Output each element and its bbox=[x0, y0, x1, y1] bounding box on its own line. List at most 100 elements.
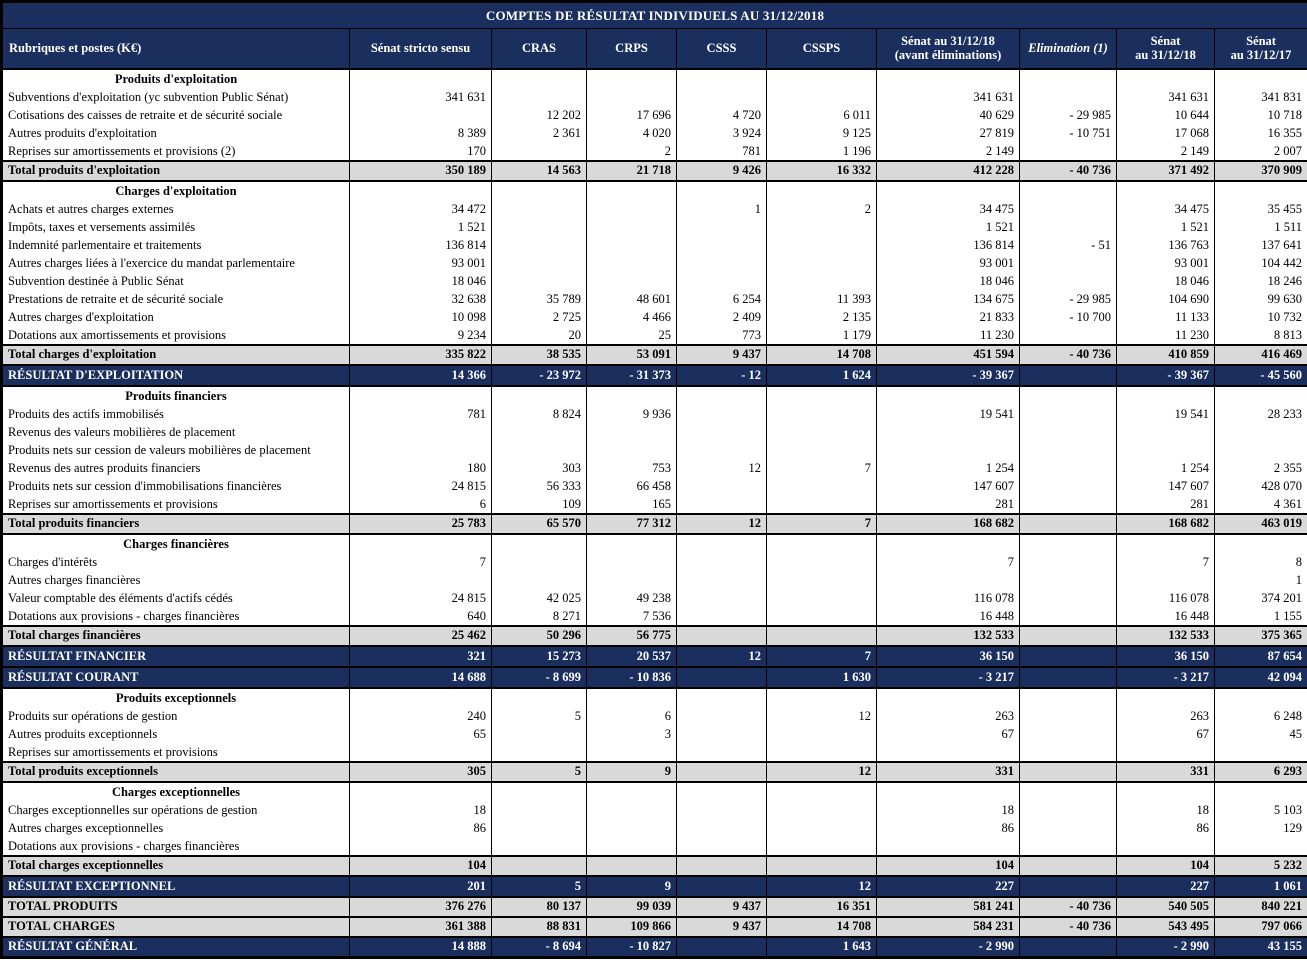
value-cell: 67 bbox=[876, 725, 1020, 744]
value-cell bbox=[586, 68, 677, 89]
value-cell bbox=[349, 106, 492, 125]
section-row: Charges financières bbox=[1, 533, 1307, 554]
value-cell bbox=[676, 819, 767, 838]
value-cell bbox=[766, 607, 877, 626]
row-label: Charges d'exploitation bbox=[1, 180, 350, 201]
value-cell bbox=[1019, 935, 1117, 959]
value-cell bbox=[766, 725, 877, 744]
value-cell: - 10 827 bbox=[586, 935, 677, 959]
value-cell: 137 641 bbox=[1213, 236, 1307, 255]
value-cell bbox=[1019, 760, 1117, 783]
value-cell: 1 061 bbox=[1213, 874, 1307, 898]
value-cell bbox=[491, 819, 587, 838]
value-cell bbox=[766, 236, 877, 255]
row-label: Reprises sur amortissements et provision… bbox=[1, 743, 350, 762]
value-cell bbox=[491, 68, 587, 89]
value-cell bbox=[1019, 68, 1117, 89]
value-cell: 7 bbox=[766, 644, 877, 668]
value-cell: 2 bbox=[586, 142, 677, 161]
value-cell: 9 bbox=[586, 760, 677, 783]
value-cell bbox=[1019, 512, 1117, 535]
value-cell: 416 469 bbox=[1213, 343, 1307, 366]
value-cell bbox=[876, 571, 1020, 590]
value-cell: 412 228 bbox=[876, 159, 1020, 182]
value-cell: 8 271 bbox=[491, 607, 587, 626]
value-cell: 2 361 bbox=[491, 124, 587, 143]
detail-row: Impôts, taxes et versements assimilés 1 5… bbox=[1, 218, 1307, 237]
col-header-label: CRPS bbox=[615, 41, 648, 56]
value-cell bbox=[349, 180, 492, 201]
value-cell bbox=[586, 236, 677, 255]
value-cell: 11 133 bbox=[1116, 308, 1215, 327]
row-label: Autres charges d'exploitation bbox=[1, 308, 350, 327]
value-cell bbox=[491, 687, 587, 708]
value-cell bbox=[1019, 142, 1117, 161]
value-cell: 16 355 bbox=[1213, 124, 1307, 143]
value-cell: 428 070 bbox=[1213, 477, 1307, 496]
value-cell: 18 bbox=[349, 801, 492, 820]
detail-row: Achats et autres charges externes 34 472 1… bbox=[1, 200, 1307, 219]
col-header-label-line2: au 31/12/18 bbox=[1135, 48, 1196, 63]
value-cell bbox=[676, 218, 767, 237]
value-cell: 25 462 bbox=[349, 624, 492, 647]
value-cell: 93 001 bbox=[1116, 254, 1215, 273]
value-cell: 132 533 bbox=[876, 624, 1020, 647]
value-cell: 10 098 bbox=[349, 308, 492, 327]
value-cell bbox=[1019, 644, 1117, 668]
value-cell bbox=[491, 218, 587, 237]
value-cell bbox=[1019, 218, 1117, 237]
value-cell bbox=[586, 781, 677, 802]
value-cell: 28 233 bbox=[1213, 405, 1307, 424]
value-cell: 5 bbox=[491, 874, 587, 898]
value-cell bbox=[586, 180, 677, 201]
value-cell: 2 135 bbox=[766, 308, 877, 327]
value-cell: 11 393 bbox=[766, 290, 877, 309]
value-cell: 6 bbox=[349, 495, 492, 514]
section-row: Charges exceptionnelles bbox=[1, 781, 1307, 802]
value-cell bbox=[349, 441, 492, 460]
value-cell: 374 201 bbox=[1213, 589, 1307, 608]
value-cell bbox=[349, 571, 492, 590]
value-cell: 7 536 bbox=[586, 607, 677, 626]
value-cell: 4 020 bbox=[586, 124, 677, 143]
result-row: RÉSULTAT GÉNÉRAL 14 888- 8 694- 10 827 1 6… bbox=[1, 935, 1307, 959]
value-cell: 109 866 bbox=[586, 915, 677, 938]
col-header-label: Sénat au 31/12/18 bbox=[901, 33, 995, 48]
detail-row: Autres charges liées à l'exercice du man… bbox=[1, 254, 1307, 273]
value-cell bbox=[586, 88, 677, 107]
value-cell: 773 bbox=[676, 326, 767, 345]
row-label: Prestations de retraite et de sécurité s… bbox=[1, 290, 350, 309]
col-header-senat-31-12-18: Sénat au 31/12/18 bbox=[1116, 28, 1215, 70]
value-cell bbox=[491, 553, 587, 572]
row-label: Charges d'intérêts bbox=[1, 553, 350, 572]
value-cell bbox=[676, 553, 767, 572]
value-cell bbox=[491, 854, 587, 877]
value-cell: - 29 985 bbox=[1019, 290, 1117, 309]
value-cell: 104 bbox=[1116, 854, 1215, 877]
value-cell bbox=[676, 254, 767, 273]
value-cell: 1 630 bbox=[766, 665, 877, 689]
value-cell: 451 594 bbox=[876, 343, 1020, 366]
value-cell: 104 bbox=[349, 854, 492, 877]
value-cell: 34 472 bbox=[349, 200, 492, 219]
row-label: Autres charges exceptionnelles bbox=[1, 819, 350, 838]
value-cell bbox=[1019, 854, 1117, 877]
value-cell: 36 150 bbox=[1116, 644, 1215, 668]
value-cell: 20 537 bbox=[586, 644, 677, 668]
value-cell: 80 137 bbox=[491, 895, 587, 918]
value-cell bbox=[1019, 607, 1117, 626]
value-cell: 21 833 bbox=[876, 308, 1020, 327]
value-cell bbox=[676, 405, 767, 424]
value-cell bbox=[491, 236, 587, 255]
value-cell: 1 196 bbox=[766, 142, 877, 161]
value-cell: 170 bbox=[349, 142, 492, 161]
value-cell bbox=[1019, 874, 1117, 898]
value-cell: - 23 972 bbox=[491, 363, 587, 387]
value-cell: - 10 700 bbox=[1019, 308, 1117, 327]
value-cell: 12 bbox=[766, 707, 877, 726]
value-cell: 543 495 bbox=[1116, 915, 1215, 938]
col-header-label: Sénat stricto sensu bbox=[370, 41, 471, 56]
detail-row: Autres produits d'exploitation 8 389 2 361… bbox=[1, 124, 1307, 143]
value-cell: 4 466 bbox=[586, 308, 677, 327]
value-cell: 132 533 bbox=[1116, 624, 1215, 647]
